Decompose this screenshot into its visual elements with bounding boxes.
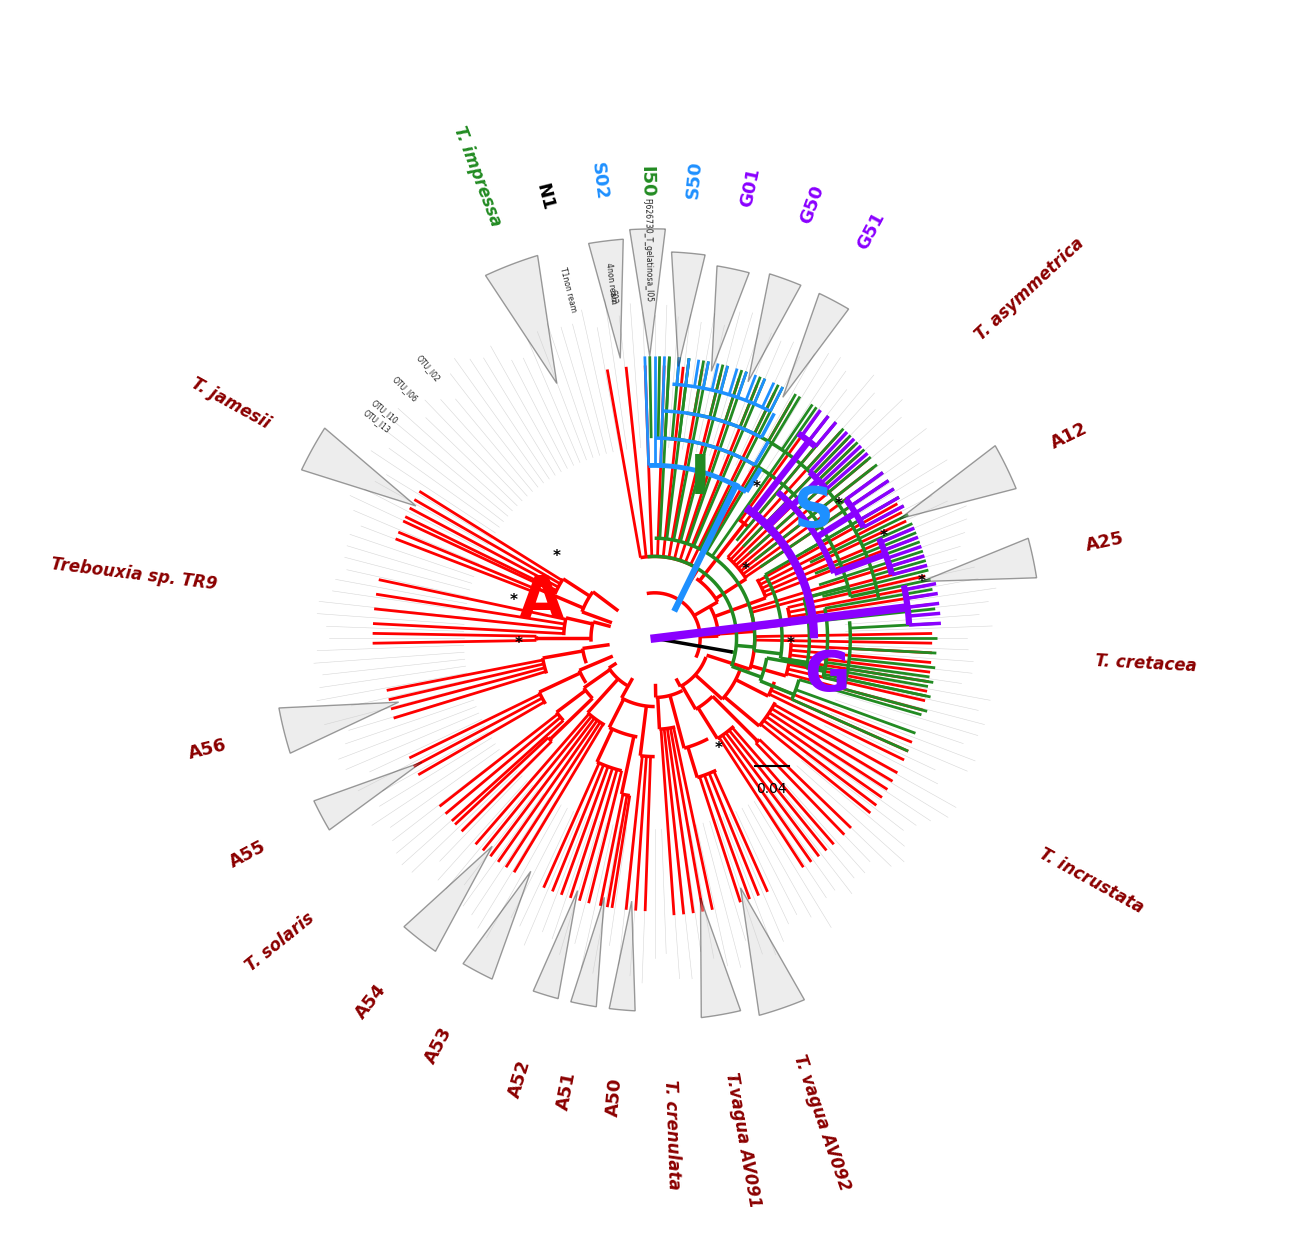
- Text: A56: A56: [187, 736, 229, 763]
- Text: T. vagua AV092: T. vagua AV092: [790, 1053, 853, 1193]
- Polygon shape: [783, 294, 848, 398]
- Text: *: *: [553, 549, 561, 564]
- Text: OTU_I02: OTU_I02: [414, 353, 442, 383]
- Text: S: S: [794, 484, 834, 538]
- Text: A12: A12: [1047, 420, 1090, 453]
- Text: T. solaris: T. solaris: [242, 909, 317, 975]
- Text: G01: G01: [738, 166, 764, 208]
- Text: T. crenulata: T. crenulata: [661, 1079, 683, 1189]
- Text: OTU_I10: OTU_I10: [369, 398, 400, 425]
- Text: T.vagua AV091: T.vagua AV091: [722, 1072, 764, 1209]
- Text: T. jamesii: T. jamesii: [187, 374, 273, 432]
- Text: A25: A25: [1085, 530, 1126, 555]
- Text: FJ626730_T_gelatinosa_I05: FJ626730_T_gelatinosa_I05: [643, 197, 653, 302]
- Polygon shape: [740, 888, 804, 1015]
- Text: *: *: [752, 479, 760, 494]
- Text: S02: S02: [587, 161, 609, 202]
- Text: *: *: [742, 563, 750, 577]
- Text: *: *: [514, 636, 522, 650]
- Text: T. impressa: T. impressa: [449, 124, 505, 229]
- Text: A52: A52: [505, 1058, 534, 1100]
- Text: *: *: [835, 497, 843, 512]
- Polygon shape: [712, 266, 750, 372]
- Polygon shape: [486, 255, 557, 384]
- Text: T. cretacea: T. cretacea: [1095, 653, 1198, 675]
- Polygon shape: [588, 239, 624, 358]
- Polygon shape: [672, 252, 705, 367]
- Polygon shape: [700, 898, 740, 1017]
- Text: A53: A53: [421, 1023, 456, 1067]
- Polygon shape: [404, 846, 492, 952]
- Polygon shape: [630, 229, 665, 357]
- Polygon shape: [570, 897, 604, 1007]
- Text: S50: S50: [685, 160, 705, 199]
- Text: N1: N1: [533, 181, 557, 212]
- Text: G: G: [805, 648, 851, 701]
- Text: T. asymmetrica: T. asymmetrica: [972, 234, 1087, 344]
- Text: *: *: [879, 529, 887, 544]
- Polygon shape: [462, 871, 531, 979]
- Text: A51: A51: [555, 1069, 579, 1111]
- Polygon shape: [533, 891, 578, 999]
- Text: *: *: [787, 636, 795, 650]
- Text: *: *: [511, 593, 518, 608]
- Polygon shape: [279, 703, 399, 753]
- Polygon shape: [922, 538, 1037, 581]
- Polygon shape: [301, 429, 416, 506]
- Text: 4non ream: 4non ream: [604, 263, 618, 305]
- Text: T1non ream: T1non ream: [557, 266, 578, 312]
- Text: G50: G50: [798, 183, 827, 227]
- Text: A: A: [518, 574, 564, 631]
- Text: A55: A55: [226, 838, 269, 872]
- Polygon shape: [314, 762, 422, 830]
- Text: *: *: [917, 574, 926, 589]
- Polygon shape: [609, 901, 635, 1011]
- Text: I50: I50: [638, 165, 656, 197]
- Text: I: I: [690, 452, 711, 506]
- Text: G51: G51: [853, 209, 889, 253]
- Text: S02: S02: [608, 290, 618, 305]
- Text: *: *: [714, 741, 722, 756]
- Text: A54: A54: [352, 980, 390, 1022]
- Text: 0.04: 0.04: [756, 782, 787, 795]
- Text: OTU_I13: OTU_I13: [361, 408, 392, 435]
- Text: Trebouxia sp. TR9: Trebouxia sp. TR9: [49, 555, 218, 593]
- Text: A50: A50: [604, 1077, 625, 1118]
- Polygon shape: [748, 274, 801, 382]
- Polygon shape: [900, 446, 1016, 519]
- Text: T. incrustata: T. incrustata: [1037, 845, 1147, 917]
- Text: OTU_I06: OTU_I06: [391, 374, 420, 404]
